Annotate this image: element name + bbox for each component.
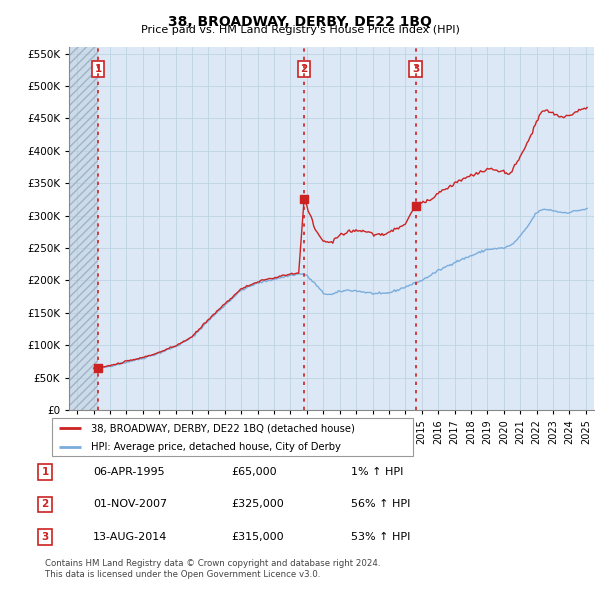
Text: 1: 1 bbox=[41, 467, 49, 477]
Text: 13-AUG-2014: 13-AUG-2014 bbox=[93, 532, 167, 542]
Text: 3: 3 bbox=[41, 532, 49, 542]
Text: 38, BROADWAY, DERBY, DE22 1BQ (detached house): 38, BROADWAY, DERBY, DE22 1BQ (detached … bbox=[91, 424, 355, 434]
Text: 2: 2 bbox=[301, 64, 308, 74]
Text: This data is licensed under the Open Government Licence v3.0.: This data is licensed under the Open Gov… bbox=[45, 571, 320, 579]
Text: £65,000: £65,000 bbox=[231, 467, 277, 477]
Text: 2: 2 bbox=[41, 500, 49, 509]
FancyBboxPatch shape bbox=[52, 418, 413, 457]
Text: Price paid vs. HM Land Registry's House Price Index (HPI): Price paid vs. HM Land Registry's House … bbox=[140, 25, 460, 35]
Text: £315,000: £315,000 bbox=[231, 532, 284, 542]
Bar bbox=[69, 47, 98, 410]
Text: 56% ↑ HPI: 56% ↑ HPI bbox=[351, 500, 410, 509]
Text: 06-APR-1995: 06-APR-1995 bbox=[93, 467, 164, 477]
Text: 01-NOV-2007: 01-NOV-2007 bbox=[93, 500, 167, 509]
Text: 38, BROADWAY, DERBY, DE22 1BQ: 38, BROADWAY, DERBY, DE22 1BQ bbox=[168, 15, 432, 29]
Text: 1% ↑ HPI: 1% ↑ HPI bbox=[351, 467, 403, 477]
Bar bbox=[69, 47, 98, 410]
Text: 3: 3 bbox=[412, 64, 419, 74]
Text: £325,000: £325,000 bbox=[231, 500, 284, 509]
Text: HPI: Average price, detached house, City of Derby: HPI: Average price, detached house, City… bbox=[91, 442, 341, 452]
Text: Contains HM Land Registry data © Crown copyright and database right 2024.: Contains HM Land Registry data © Crown c… bbox=[45, 559, 380, 568]
Text: 1: 1 bbox=[94, 64, 101, 74]
Text: 53% ↑ HPI: 53% ↑ HPI bbox=[351, 532, 410, 542]
